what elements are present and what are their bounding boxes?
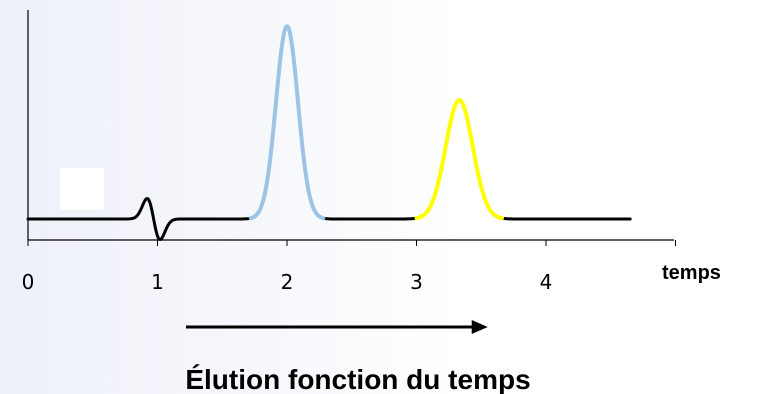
- x-tick-label: 0: [22, 270, 35, 294]
- x-tick-label: 4: [540, 270, 553, 294]
- x-tick-label: 2: [281, 270, 294, 294]
- label-mask-box: [60, 168, 104, 210]
- x-tick-label: 3: [410, 270, 423, 294]
- baseline-segment: [500, 216, 632, 221]
- peak-1-curve: [248, 24, 326, 221]
- elution-arrow-head: [471, 320, 488, 334]
- chromatogram-curves: [26, 24, 632, 241]
- baseline-segment: [26, 197, 253, 241]
- x-axis-tick-labels: 0 1 2 3 4: [22, 270, 553, 294]
- elution-caption: Élution fonction du temps: [185, 364, 530, 394]
- baseline-segment: [321, 216, 418, 221]
- peak-2-curve: [414, 98, 504, 221]
- x-axis-title: temps: [662, 262, 721, 284]
- x-tick-label: 1: [151, 270, 164, 294]
- x-axis-ticks: [27, 240, 676, 246]
